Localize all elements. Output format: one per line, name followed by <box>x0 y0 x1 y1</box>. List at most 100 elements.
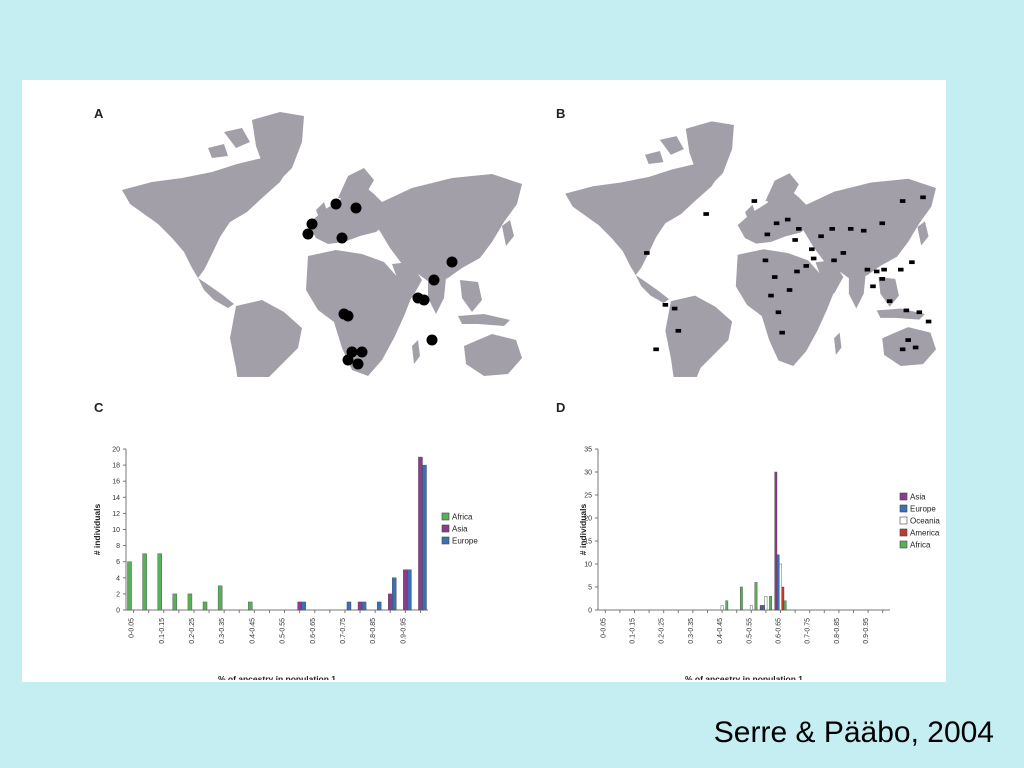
y-tick-label: 35 <box>584 447 592 454</box>
sample-marker <box>831 258 837 263</box>
bar-europe <box>422 464 427 611</box>
bar-asia <box>403 569 408 611</box>
x-tick-label: 0.9-0.95 <box>400 618 407 644</box>
landmass-north-america <box>565 160 721 276</box>
bar-africa <box>769 595 772 611</box>
bar-europe <box>361 601 367 611</box>
legend-label-africa: Africa <box>910 541 931 550</box>
legend-swatch-asia <box>899 492 908 501</box>
sample-marker <box>879 277 886 281</box>
landmass-british-isles <box>745 204 757 222</box>
panel-label-c: C <box>94 400 104 415</box>
sample-marker <box>879 221 886 226</box>
landmass-greenland <box>252 112 304 182</box>
sample-marker <box>426 334 438 346</box>
legend-label-africa: Africa <box>452 513 473 522</box>
bar-europe <box>762 605 765 611</box>
y-tick-label: 10 <box>584 562 592 569</box>
sample-marker <box>330 198 342 210</box>
figure-panel: A B C D 0 2 4 6 8 10 12 14 16 18 20 0-0.05 0.1-0.15 0… <box>22 80 946 682</box>
x-tick-label: 0.5-0.55 <box>746 618 753 644</box>
landmass-central-america <box>198 278 234 308</box>
sample-marker <box>764 232 771 237</box>
x-tick-label: 0.8-0.85 <box>834 618 841 644</box>
sample-marker <box>803 264 810 268</box>
sample-marker <box>840 251 847 255</box>
y-tick-label: 2 <box>116 591 120 598</box>
panel-label-d: D <box>556 400 566 415</box>
x-tick-label: 0.6-0.65 <box>310 618 317 644</box>
sample-marker <box>792 238 798 242</box>
sample-marker <box>644 251 650 255</box>
bar-africa <box>202 601 208 611</box>
x-tick-label: 0.7-0.75 <box>340 618 347 644</box>
x-tick-label: 0.3-0.35 <box>688 618 695 644</box>
y-tick-label: 20 <box>584 516 592 523</box>
x-tick-label: 0.5-0.55 <box>280 618 287 644</box>
world-map-b <box>565 121 936 377</box>
landmass-asia <box>378 174 522 284</box>
legend-swatch-america <box>899 528 908 537</box>
sample-marker <box>898 267 904 272</box>
bar-europe <box>392 577 397 611</box>
x-tick-label: 0.2-0.25 <box>659 618 666 644</box>
histogram-chart-c: 0 2 4 6 8 10 12 14 16 18 20 0-0.05 0.1-0.15 0.2-0.25 0… <box>92 447 478 681</box>
y-tick-label: 5 <box>588 585 592 592</box>
landmass-europe <box>308 184 388 244</box>
sample-marker <box>671 306 678 311</box>
bar-africa <box>248 601 253 611</box>
y-tick-label: 0 <box>588 608 592 615</box>
landmass-central-america <box>635 275 670 303</box>
bar-africa <box>725 600 729 611</box>
bar-africa <box>217 585 223 611</box>
sample-marker <box>356 346 368 358</box>
x-tick-label: 0.2-0.25 <box>189 618 196 644</box>
y-tick-label: 6 <box>116 559 120 566</box>
sample-marker <box>796 226 802 231</box>
bar-africa <box>172 593 178 611</box>
sample-marker <box>903 308 910 313</box>
legend-label-america: America <box>910 529 940 538</box>
landmass-north-america <box>122 154 290 278</box>
sample-marker <box>881 267 887 272</box>
histogram-chart-d: 0 5 10 15 20 25 30 35 0-0.05 0.1-0.15 0.2-0.25 0.3-… <box>578 447 940 681</box>
bar-africa <box>142 553 147 611</box>
sample-marker <box>886 299 893 303</box>
sample-marker <box>342 310 354 322</box>
x-tick-label: 0-0.05 <box>600 618 607 638</box>
bar-africa <box>754 582 758 611</box>
y-axis-label: # individuals <box>92 503 102 555</box>
bar-asia <box>759 605 763 611</box>
x-tick-label: 0.6-0.65 <box>776 618 783 644</box>
bar-oceania <box>779 563 782 611</box>
sample-marker <box>809 247 815 252</box>
sample-marker <box>864 267 871 272</box>
bar-africa <box>740 586 743 611</box>
sample-marker <box>909 260 915 265</box>
sample-marker <box>779 330 785 335</box>
landmass-australia <box>882 327 936 367</box>
bar-oceania <box>749 605 753 611</box>
x-tick-label: 0.7-0.75 <box>805 618 812 644</box>
landmass-europe <box>737 188 812 244</box>
landmass-asia <box>802 178 936 281</box>
sample-marker <box>653 347 659 352</box>
y-tick-label: 10 <box>112 527 120 534</box>
y-tick-label: 0 <box>116 608 120 615</box>
sample-marker <box>775 310 782 315</box>
sample-marker <box>768 293 774 298</box>
landmass-south-america <box>665 295 733 377</box>
bar-africa <box>783 600 787 611</box>
landmass-australia <box>464 334 522 376</box>
sample-marker <box>428 274 440 286</box>
landmass-indonesia <box>458 314 510 326</box>
sample-marker <box>418 294 430 306</box>
x-tick-label: 0.1-0.15 <box>159 618 166 644</box>
legend-swatch-europe <box>441 536 450 545</box>
legend-swatch-africa <box>899 540 908 549</box>
landmass-scandinavia <box>765 173 799 203</box>
landmass-madagascar <box>412 340 420 364</box>
legend-label-oceania: Oceania <box>910 517 940 526</box>
sample-marker <box>810 256 817 261</box>
x-tick-label: 0.4-0.45 <box>249 618 256 644</box>
